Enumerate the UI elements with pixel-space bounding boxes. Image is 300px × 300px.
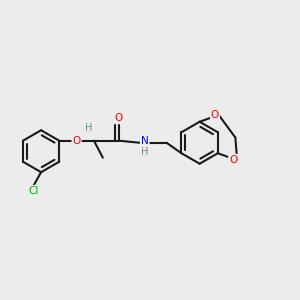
Text: H: H xyxy=(141,147,148,158)
Text: H: H xyxy=(85,123,93,133)
Text: Cl: Cl xyxy=(28,186,39,196)
Text: N: N xyxy=(141,136,148,146)
Text: O: O xyxy=(115,113,123,123)
Text: O: O xyxy=(229,155,237,165)
Text: O: O xyxy=(73,136,81,146)
Text: O: O xyxy=(211,110,219,120)
